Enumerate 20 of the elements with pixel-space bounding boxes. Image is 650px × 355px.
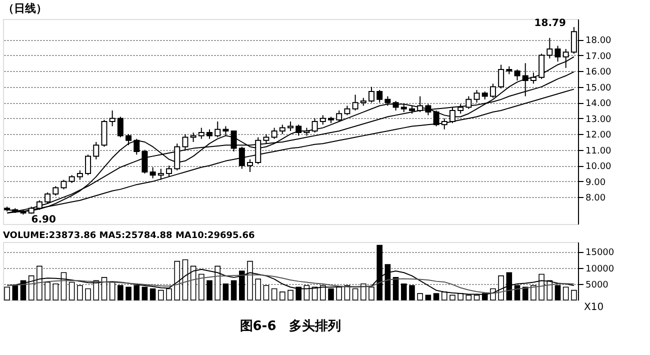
y-tick-label: 10.00 <box>586 162 612 172</box>
y-tick-label: 16.00 <box>586 68 612 78</box>
y-tick-label: 12.00 <box>586 130 612 141</box>
y-tick-label: 15000 <box>586 248 614 258</box>
y-tick-label: 18.00 <box>586 36 612 46</box>
annotation: 6.90 <box>31 214 56 226</box>
y-tick-label: 15.00 <box>586 83 612 94</box>
caption: 图6-6 多头排列 <box>240 319 342 334</box>
annotation: 18.79 <box>534 18 566 30</box>
y-tick-label: 17.00 <box>586 52 612 62</box>
y-axis-title: X10 <box>584 302 604 313</box>
y-tick-label: 8.00 <box>586 194 606 204</box>
y-tick-label: 9.00 <box>586 178 606 188</box>
y-tick-label: 13.00 <box>586 114 612 125</box>
y-tick-label: 14.00 <box>586 99 612 110</box>
y-tick-label: 10000 <box>586 264 614 274</box>
chart-title: VOLUME:23873.86 MA5:25784.88 MA10:29695.66 <box>3 231 255 241</box>
y-tick-label: 5000 <box>586 280 609 290</box>
chart-title: （日线） <box>3 2 47 16</box>
y-tick-label: 11.00 <box>586 146 612 156</box>
